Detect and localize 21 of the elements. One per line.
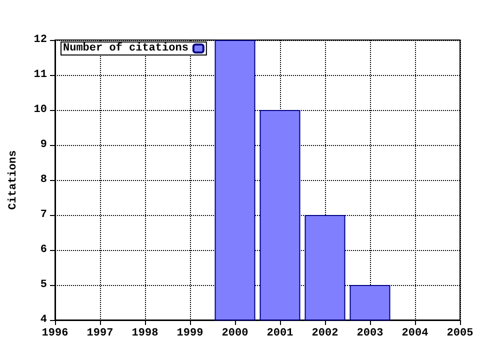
x-tick-label: 2005 (446, 328, 474, 340)
x-tick-label: 1998 (132, 328, 159, 340)
legend-label: Number of citations (63, 42, 188, 54)
y-tick-label: 7 (40, 209, 47, 221)
x-tick-label: 2002 (312, 328, 338, 340)
y-tick-label: 11 (34, 69, 48, 81)
x-tick-label: 1997 (86, 328, 114, 340)
x-tick-label: 2004 (402, 328, 429, 340)
x-tick-label: 2003 (356, 328, 384, 340)
y-tick-label: 12 (34, 34, 47, 46)
x-tick-label: 1999 (176, 328, 204, 340)
x-tick-label: 2000 (222, 328, 248, 340)
y-tick-label: 5 (40, 279, 48, 291)
y-tick-label: 6 (40, 244, 47, 256)
y-tick-label: 9 (40, 139, 47, 151)
x-tick-label: 1996 (42, 328, 68, 340)
y-tick-label: 4 (40, 314, 48, 326)
y-tick-label: 10 (34, 104, 47, 116)
x-tick-label: 2001 (266, 328, 294, 340)
y-tick-label: 8 (40, 174, 48, 186)
y-axis-title: Citations (8, 150, 20, 210)
